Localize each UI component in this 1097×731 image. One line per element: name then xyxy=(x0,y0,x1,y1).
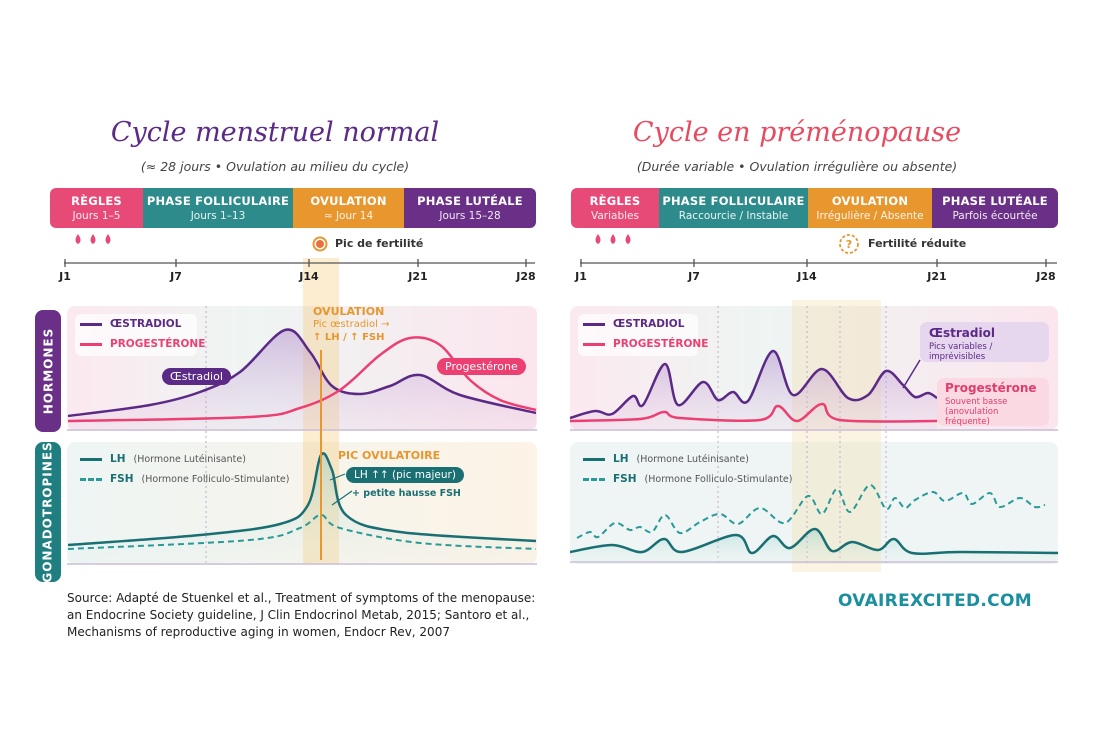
ovulation-note-title: OVULATION xyxy=(313,305,385,318)
phase-folliculaire-right: PHASE FOLLICULAIRE Raccourcie / Instable xyxy=(659,188,808,228)
ovulation-band-right xyxy=(792,300,881,572)
fsh-curve-right xyxy=(576,484,1046,539)
svg-text:?: ? xyxy=(846,238,852,251)
progesterone-curve-left xyxy=(67,336,537,423)
peak-title: PIC OVULATOIRE xyxy=(338,449,441,462)
tick-label: J28 xyxy=(516,270,536,283)
fsh-peak-note: + petite hausse FSH xyxy=(352,488,461,499)
phase-luteale-left: PHASE LUTÉALE Jours 15–28 xyxy=(404,188,536,228)
phase-luteale-right: PHASE LUTÉALE Parfois écourtée xyxy=(932,188,1058,228)
legend-lh-right: LH (Hormone Lutéinisante) xyxy=(583,453,749,465)
oestradiol-curve-right xyxy=(569,349,938,420)
source-citation: Source: Adapté de Stuenkel et al., Treat… xyxy=(67,591,536,639)
progesterone-tag: Progestérone xyxy=(437,358,526,375)
phase-ovulation-left: OVULATION ≈ Jour 14 xyxy=(293,188,404,228)
oestradiol-curve-left xyxy=(67,328,537,418)
lh-curve-right xyxy=(569,527,1059,556)
ovulation-note-line1: Pic œstradiol → xyxy=(313,319,390,330)
oestradiol-area-left xyxy=(68,329,536,430)
target-icon xyxy=(312,236,328,252)
progesterone-callout: Progestérone Souvent basse (anovulation … xyxy=(937,378,1049,427)
legend-progesterone-left: PROGESTÉRONE xyxy=(80,338,205,350)
hormone-legend-left xyxy=(75,314,197,356)
oestradiol-callout: Œstradiol Pics variables / imprévisibles xyxy=(920,322,1049,362)
tick-label: J1 xyxy=(59,270,71,283)
left-subtitle: (≈ 28 jours • Ovulation au milieu du cyc… xyxy=(140,159,410,174)
oestradiol-area-right xyxy=(570,350,937,430)
lh-area-left xyxy=(68,453,536,564)
tick-label: J1 xyxy=(575,270,587,283)
phase-regles-left: RÈGLES Jours 1–5 xyxy=(50,188,143,228)
legend-lh-left: LH (Hormone Lutéinisante) xyxy=(80,453,246,465)
phase-regles-right: RÈGLES Variables xyxy=(571,188,659,228)
right-title: Cycle en préménopause xyxy=(632,117,962,148)
legend-fsh-left: FSH (Hormone Folliculo-Stimulante) xyxy=(80,473,289,485)
phase-folliculaire-left: PHASE FOLLICULAIRE Jours 1–13 xyxy=(143,188,293,228)
left-title: Cycle menstruel normal xyxy=(110,117,440,148)
question-icon: ? xyxy=(839,234,859,254)
brand-logo[interactable]: OVAIREXCITED.COM xyxy=(838,591,1032,611)
legend-progesterone-right: PROGESTÉRONE xyxy=(583,338,708,350)
tick-label: J7 xyxy=(170,270,182,283)
oestradiol-tag: Œstradiol xyxy=(162,368,231,385)
blood-drops-icon xyxy=(75,234,631,244)
tick-label: J7 xyxy=(688,270,700,283)
tick-label: J14 xyxy=(299,270,319,283)
fertility-label-left: Pic de fertilité xyxy=(335,237,424,250)
gonadotropines-side-label: GONADOTROPINES xyxy=(35,441,61,583)
tick-label: J14 xyxy=(797,270,817,283)
right-subtitle: (Durée variable • Ovulation irrégulière … xyxy=(636,159,958,174)
fertility-label-right: Fertilité réduite xyxy=(868,237,967,250)
tick-label: J21 xyxy=(408,270,428,283)
ovulation-note-line2: ↑ LH / ↑ FSH xyxy=(313,332,385,343)
progesterone-curve-right xyxy=(569,402,938,423)
tick-label: J21 xyxy=(927,270,947,283)
legend-fsh-right: FSH (Hormone Folliculo-Stimulante) xyxy=(583,473,792,485)
tick-label: J28 xyxy=(1036,270,1056,283)
legend-oestradiol-left: ŒSTRADIOL xyxy=(80,318,181,330)
hormone-legend-right xyxy=(578,314,698,356)
legend-oestradiol-right: ŒSTRADIOL xyxy=(583,318,684,330)
hormones-side-label: HORMONES xyxy=(35,310,61,432)
phase-ovulation-right: OVULATION Irrégulière / Absente xyxy=(808,188,932,228)
lh-peak-tag: LH ↑↑ (pic majeur) xyxy=(346,467,464,483)
